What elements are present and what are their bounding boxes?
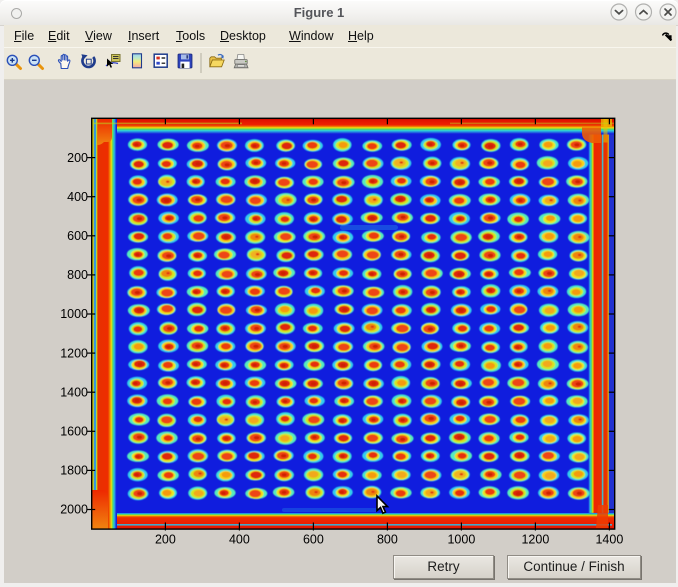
svg-text:1400: 1400 [595,532,623,546]
svg-text:800: 800 [67,268,88,282]
svg-text:1200: 1200 [60,346,88,360]
svg-text:400: 400 [67,190,88,204]
svg-text:1200: 1200 [521,532,549,546]
svg-text:200: 200 [67,151,88,165]
svg-text:1400: 1400 [60,385,88,399]
svg-text:400: 400 [229,532,250,546]
svg-text:800: 800 [377,532,398,546]
svg-text:1000: 1000 [60,307,88,321]
svg-text:1000: 1000 [447,532,475,546]
svg-text:1600: 1600 [60,425,88,439]
svg-text:1800: 1800 [60,464,88,478]
svg-text:600: 600 [303,532,324,546]
svg-text:2000: 2000 [60,503,88,517]
svg-text:200: 200 [155,532,176,546]
svg-text:600: 600 [67,229,88,243]
